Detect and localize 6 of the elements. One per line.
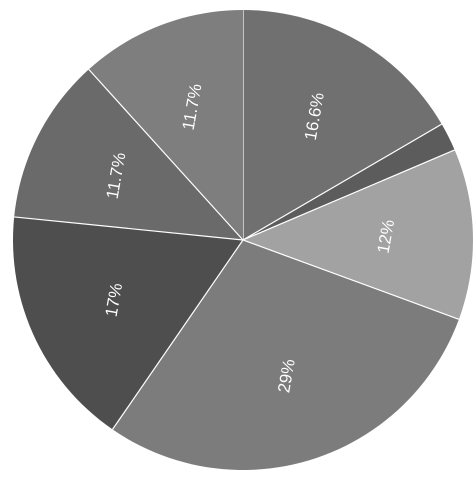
data-label: 11.7% — [182, 84, 202, 130]
data-label: 11.7% — [106, 153, 126, 198]
data-label: 16.6% — [304, 94, 324, 140]
data-label: 12% — [378, 220, 394, 253]
data-label: 17% — [106, 284, 122, 316]
data-label: 29% — [278, 360, 294, 393]
